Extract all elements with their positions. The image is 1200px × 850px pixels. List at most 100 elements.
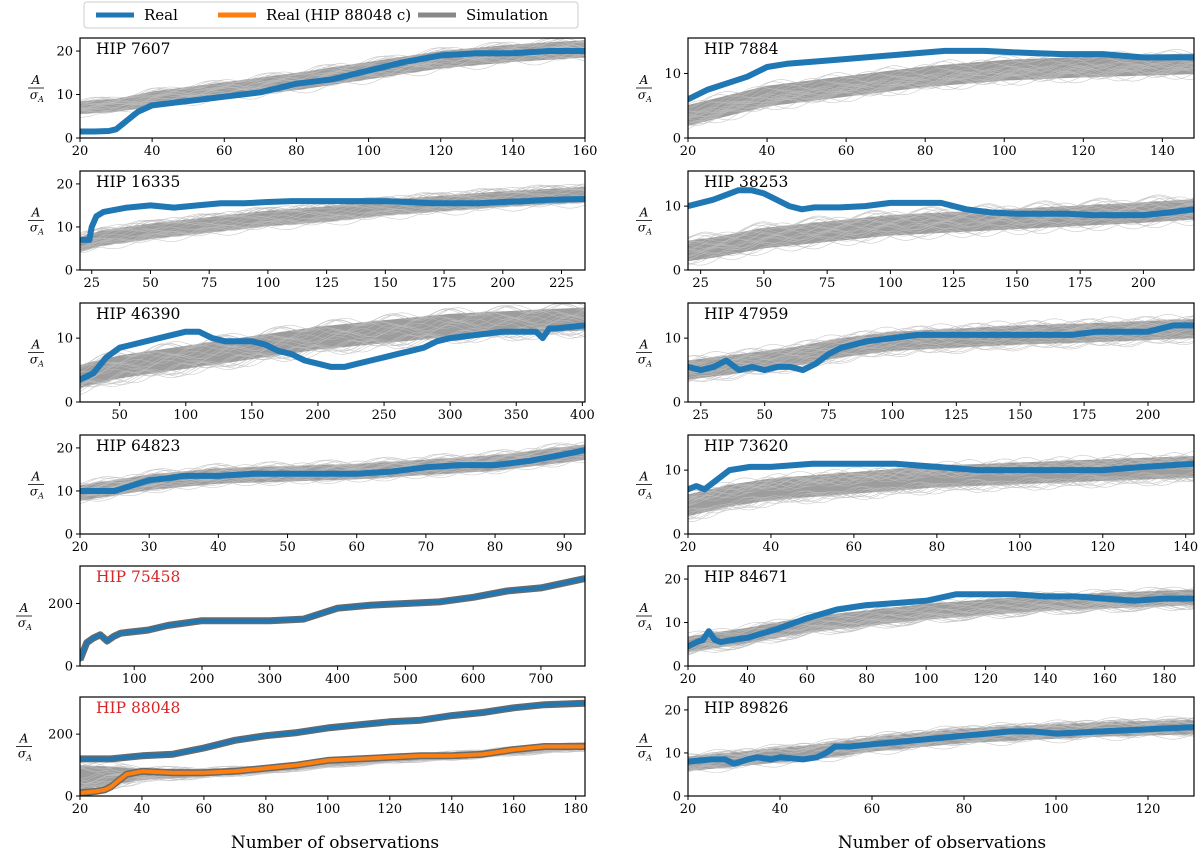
x-tick-label: 160	[573, 144, 598, 159]
panel-title: HIP 38253	[704, 173, 788, 191]
simulation-line	[688, 318, 1194, 364]
plot-area	[80, 303, 585, 395]
x-tick-label: 80	[288, 144, 305, 159]
axes-frame	[79, 434, 586, 535]
y-tick-label: 10	[664, 616, 681, 631]
y-tick-label: 10	[664, 67, 681, 82]
y-label-numerator: A	[31, 470, 41, 484]
simulation-line	[688, 717, 1194, 758]
real-line	[80, 447, 585, 494]
legend-box	[83, 1, 579, 29]
simulation-line	[688, 197, 1194, 239]
x-tick-label: 20	[680, 540, 697, 555]
simulation-line	[688, 216, 1194, 264]
axes-frame	[687, 696, 1195, 797]
simulation-line	[80, 56, 585, 118]
y-tick-label: 0	[673, 660, 681, 675]
x-tick-label: 180	[563, 802, 588, 817]
x-tick-label: 150	[239, 408, 264, 423]
x-tick-label: 100	[122, 672, 147, 687]
x-tick-label: 75	[819, 276, 836, 291]
plot-area	[80, 38, 585, 135]
x-tick-label: 120	[1090, 540, 1115, 555]
simulation-line	[688, 600, 1194, 650]
simulation-line	[688, 600, 1194, 651]
plot-area	[688, 586, 1194, 656]
panel: 20 40 60 80 100 120 140 160 0 10 20 Aσ A HIP 7607	[28, 37, 598, 159]
plot-area	[688, 715, 1194, 773]
axes-frame	[79, 565, 586, 667]
real-line	[688, 460, 1194, 493]
x-tick-label: 100	[1044, 802, 1069, 817]
x-tick-label: 400	[325, 672, 350, 687]
panel: 25 50 75 100 125 150 175 200 0 10 Aσ A HIP 47959	[636, 302, 1195, 423]
panel-title: HIP 88048	[96, 699, 180, 717]
y-tick-label: 200	[48, 728, 73, 743]
x-tick-label: 75	[201, 276, 218, 291]
simulation-line	[688, 591, 1194, 644]
x-tick-label: 400	[570, 408, 595, 423]
simulation-line	[80, 446, 585, 489]
y-tick-label: 10	[664, 332, 681, 347]
y-axis-label: Aσ A	[636, 601, 652, 632]
x-tick-label: 100	[880, 408, 905, 423]
simulation-line	[688, 474, 1194, 520]
y-tick-label: 10	[56, 484, 73, 499]
axes-frame	[79, 696, 586, 797]
y-tick-label: 200	[48, 597, 73, 612]
panel: 50 100 150 200 250 300 350 400 0 10 Aσ A HIP 46390	[28, 302, 595, 423]
simulation-line	[688, 205, 1194, 252]
simulation-line	[688, 715, 1194, 758]
x-tick-label: 140	[1173, 540, 1198, 555]
x-tick-label: 125	[314, 276, 339, 291]
simulation-line	[688, 62, 1194, 118]
simulation-line	[80, 303, 585, 368]
x-tick-label: 60	[348, 540, 365, 555]
y-label-denominator: σ	[18, 747, 27, 761]
simulation-line	[688, 719, 1194, 762]
x-tick-label: 25	[692, 276, 709, 291]
y-label-denominator: σ	[638, 485, 647, 499]
y-label-denominator-sub: A	[645, 492, 652, 501]
plot-area	[688, 451, 1194, 523]
x-tick-label: 175	[432, 276, 457, 291]
simulation-line	[688, 461, 1194, 502]
x-tick-label: 20	[72, 144, 89, 159]
legend: Real Real (HIP 88048 c) Simulation	[83, 1, 579, 29]
x-tick-label: 60	[799, 672, 816, 687]
panel-title: HIP 7884	[704, 40, 779, 58]
y-axis-label: Aσ A	[636, 206, 652, 237]
simulation-line	[80, 183, 585, 236]
simulation-line	[80, 455, 585, 498]
panel: 20 40 60 80 100 120 140 0 10 Aσ A HIP 7884	[636, 37, 1195, 159]
x-tick-label: 60	[216, 144, 233, 159]
y-tick-label: 20	[56, 45, 73, 60]
axes-frame	[79, 37, 586, 139]
y-label-denominator-sub: A	[645, 360, 652, 369]
simulation-line	[688, 474, 1194, 516]
y-axis-label: Aσ A	[636, 470, 652, 501]
y-label-numerator: A	[639, 338, 649, 352]
y-tick-label: 0	[673, 132, 681, 147]
panel-title: HIP 47959	[704, 305, 788, 323]
simulation-line	[80, 443, 585, 485]
simulation-line	[688, 200, 1194, 243]
simulation-line	[80, 312, 585, 378]
simulation-line	[688, 475, 1194, 514]
x-tick-label: 80	[258, 802, 275, 817]
x-tick-label: 80	[917, 144, 934, 159]
y-label-denominator: σ	[30, 88, 39, 102]
y-tick-label: 10	[664, 464, 681, 479]
x-tick-label: 500	[393, 672, 418, 687]
simulation-line	[80, 40, 585, 104]
x-tick-label: 100	[356, 144, 381, 159]
simulation-line	[688, 55, 1194, 112]
simulation-line	[80, 188, 585, 243]
x-tick-label: 100	[878, 276, 903, 291]
simulation-line	[688, 459, 1194, 505]
x-tick-label: 40	[763, 540, 780, 555]
x-tick-label: 200	[306, 408, 331, 423]
legend-label-real-c: Real (HIP 88048 c)	[266, 6, 411, 24]
x-tick-label: 120	[377, 802, 402, 817]
